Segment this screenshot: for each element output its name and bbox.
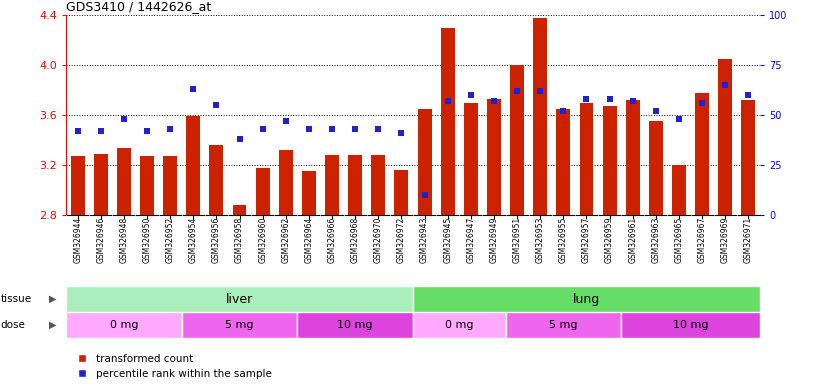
Bar: [256, 167, 269, 215]
Text: 5 mg: 5 mg: [549, 320, 577, 330]
Text: dose: dose: [1, 320, 26, 330]
Text: GSM326944: GSM326944: [74, 217, 82, 263]
Bar: [297, 312, 413, 338]
Bar: [71, 156, 84, 215]
Text: lung: lung: [573, 293, 600, 306]
Text: tissue: tissue: [1, 294, 32, 304]
Bar: [164, 156, 177, 215]
Bar: [187, 116, 200, 215]
Bar: [418, 109, 431, 215]
Bar: [302, 171, 316, 215]
Bar: [510, 65, 524, 215]
Text: GSM326956: GSM326956: [212, 217, 221, 263]
Bar: [464, 103, 477, 215]
Bar: [66, 286, 413, 312]
Bar: [372, 155, 385, 215]
Text: 0 mg: 0 mg: [445, 320, 473, 330]
Text: liver: liver: [226, 293, 253, 306]
Bar: [279, 150, 292, 215]
Text: GSM326968: GSM326968: [351, 217, 359, 263]
Text: GSM326945: GSM326945: [444, 217, 452, 263]
Bar: [413, 286, 760, 312]
Text: 10 mg: 10 mg: [338, 320, 373, 330]
Text: GSM326964: GSM326964: [305, 217, 313, 263]
Text: GSM326970: GSM326970: [374, 217, 382, 263]
Text: ▶: ▶: [49, 294, 56, 304]
Text: GSM326953: GSM326953: [536, 217, 544, 263]
Bar: [626, 100, 639, 215]
Text: GSM326962: GSM326962: [282, 217, 290, 263]
Bar: [557, 109, 570, 215]
Text: GSM326943: GSM326943: [420, 217, 429, 263]
Text: GDS3410 / 1442626_at: GDS3410 / 1442626_at: [66, 0, 211, 13]
Text: GSM326959: GSM326959: [605, 217, 614, 263]
Bar: [413, 312, 506, 338]
Bar: [395, 170, 408, 215]
Bar: [487, 99, 501, 215]
Bar: [182, 312, 297, 338]
Bar: [580, 103, 593, 215]
Text: 10 mg: 10 mg: [673, 320, 708, 330]
Text: GSM326949: GSM326949: [490, 217, 498, 263]
Text: GSM326965: GSM326965: [675, 217, 683, 263]
Text: 0 mg: 0 mg: [110, 320, 138, 330]
Bar: [325, 155, 339, 215]
Text: GSM326948: GSM326948: [120, 217, 128, 263]
Bar: [506, 312, 621, 338]
Bar: [233, 205, 246, 215]
Text: GSM326957: GSM326957: [582, 217, 591, 263]
Text: GSM326951: GSM326951: [513, 217, 521, 263]
Text: GSM326967: GSM326967: [698, 217, 706, 263]
Bar: [742, 100, 755, 215]
Bar: [534, 18, 547, 215]
Text: GSM326963: GSM326963: [652, 217, 660, 263]
Text: GSM326955: GSM326955: [559, 217, 567, 263]
Bar: [603, 106, 616, 215]
Text: GSM326947: GSM326947: [467, 217, 475, 263]
Bar: [210, 145, 223, 215]
Bar: [441, 28, 454, 215]
Bar: [719, 59, 732, 215]
Text: GSM326961: GSM326961: [629, 217, 637, 263]
Bar: [66, 312, 182, 338]
Text: 5 mg: 5 mg: [225, 320, 254, 330]
Bar: [140, 156, 154, 215]
Text: GSM326946: GSM326946: [97, 217, 105, 263]
Bar: [695, 93, 709, 215]
Bar: [672, 165, 686, 215]
Text: GSM326950: GSM326950: [143, 217, 151, 263]
Text: GSM326972: GSM326972: [397, 217, 406, 263]
Bar: [649, 121, 662, 215]
Text: GSM326958: GSM326958: [235, 217, 244, 263]
Bar: [621, 312, 760, 338]
Bar: [94, 154, 107, 215]
Text: GSM326969: GSM326969: [721, 217, 729, 263]
Text: GSM326952: GSM326952: [166, 217, 174, 263]
Bar: [117, 148, 131, 215]
Text: ▶: ▶: [49, 320, 56, 330]
Text: GSM326966: GSM326966: [328, 217, 336, 263]
Text: GSM326960: GSM326960: [259, 217, 267, 263]
Legend: transformed count, percentile rank within the sample: transformed count, percentile rank withi…: [71, 354, 272, 379]
Text: GSM326971: GSM326971: [744, 217, 752, 263]
Bar: [349, 155, 362, 215]
Text: GSM326954: GSM326954: [189, 217, 197, 263]
